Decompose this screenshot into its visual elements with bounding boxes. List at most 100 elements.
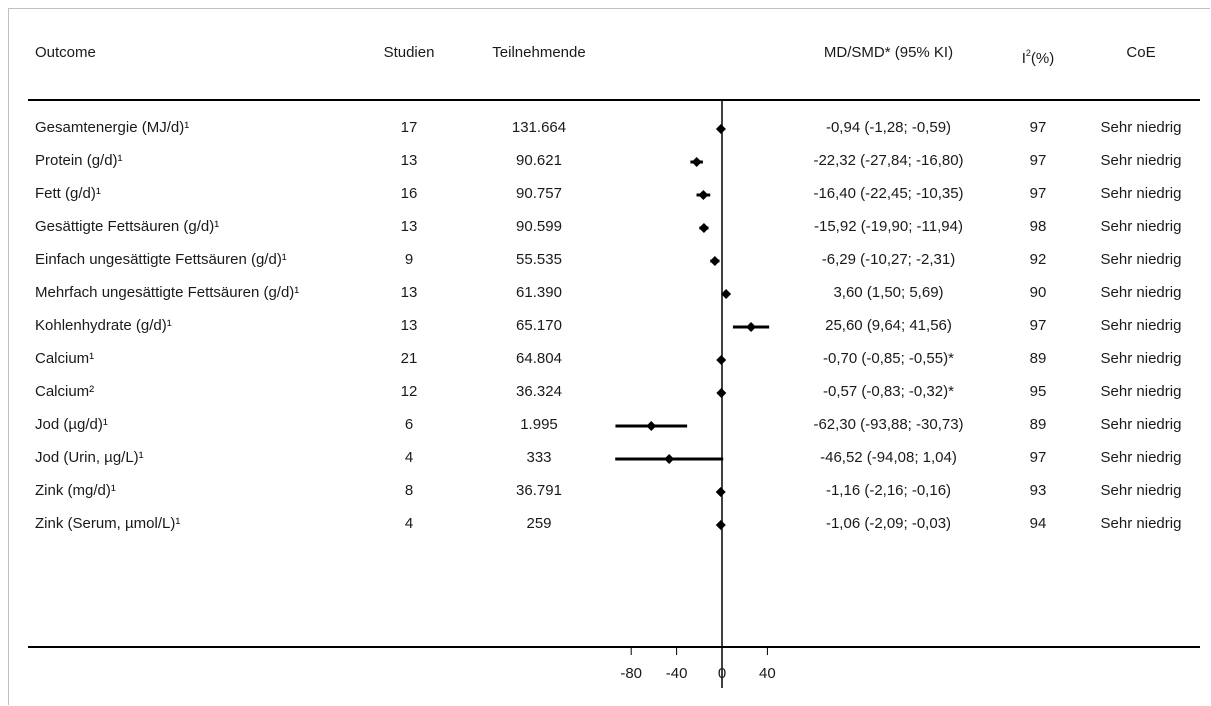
header-estimate: MD/SMD* (95% KI) (823, 44, 954, 61)
row-i2: 90 (1029, 284, 1047, 301)
row-estimate: -16,40 (-22,45; -10,35) (813, 185, 964, 202)
row-coe: Sehr niedrig (1100, 515, 1182, 532)
estimate-marker (646, 421, 657, 431)
row-outcome: Einfach ungesättigte Fettsäuren (g/d)¹ (35, 251, 287, 268)
x-tick-label: -40 (666, 665, 688, 682)
header-i2-main: I (1021, 50, 1026, 67)
row-estimate: -62,30 (-93,88; -30,73) (813, 416, 964, 433)
header-i2: I2(%) (1009, 44, 1067, 68)
row-coe: Sehr niedrig (1100, 284, 1182, 301)
estimate-marker (709, 256, 720, 266)
row-i2: 89 (1029, 416, 1047, 433)
row-participants: 55.535 (516, 251, 562, 268)
estimate-marker (721, 289, 732, 299)
row-i2: 95 (1029, 383, 1047, 400)
row-outcome: Calcium² (35, 383, 95, 400)
estimate-marker (664, 454, 675, 464)
row-estimate: 25,60 (9,64; 41,56) (825, 317, 952, 334)
row-i2: 98 (1029, 218, 1047, 235)
row-outcome: Gesamtenergie (MJ/d)¹ (35, 119, 190, 136)
row-estimate: -22,32 (-27,84; -16,80) (813, 152, 964, 169)
row-coe: Sehr niedrig (1100, 251, 1182, 268)
row-outcome: Gesättigte Fettsäuren (g/d)¹ (35, 218, 220, 235)
row-participants: 90.757 (516, 185, 562, 202)
row-i2: 89 (1029, 350, 1047, 367)
row-estimate: -46,52 (-94,08; 1,04) (820, 449, 957, 466)
header-rule (28, 99, 1200, 101)
x-tick-label: -80 (620, 665, 642, 682)
row-i2: 94 (1029, 515, 1047, 532)
figure-frame (8, 8, 1210, 705)
row-coe: Sehr niedrig (1100, 317, 1182, 334)
estimate-marker (746, 322, 757, 332)
estimate-marker (691, 157, 702, 167)
row-studies: 8 (404, 482, 414, 499)
row-outcome: Jod (Urin, µg/L)¹ (35, 449, 144, 466)
row-outcome: Mehrfach ungesättigte Fettsäuren (g/d)¹ (35, 284, 300, 301)
row-i2: 97 (1029, 152, 1047, 169)
header-i2-sup: 2 (1025, 48, 1031, 58)
row-studies: 6 (404, 416, 414, 433)
row-studies: 12 (400, 383, 418, 400)
row-participants: 259 (526, 515, 552, 532)
footer-rule (28, 646, 1200, 648)
row-coe: Sehr niedrig (1100, 449, 1182, 466)
row-studies: 4 (404, 515, 414, 532)
row-coe: Sehr niedrig (1100, 383, 1182, 400)
row-estimate: -1,06 (-2,09; -0,03) (825, 515, 952, 532)
row-estimate: -6,29 (-10,27; -2,31) (821, 251, 956, 268)
x-tick-label: 40 (759, 665, 776, 682)
row-i2: 97 (1029, 317, 1047, 334)
header-i2-rest: (%) (1030, 50, 1055, 67)
estimate-marker (715, 124, 726, 134)
row-participants: 36.324 (516, 383, 562, 400)
row-coe: Sehr niedrig (1100, 185, 1182, 202)
row-outcome: Calcium¹ (35, 350, 95, 367)
row-outcome: Fett (g/d)¹ (35, 185, 101, 202)
row-participants: 131.664 (511, 119, 567, 136)
header-studies: Studien (383, 44, 435, 61)
row-studies: 17 (400, 119, 418, 136)
row-outcome: Jod (µg/d)¹ (35, 416, 108, 433)
x-tick-label: 0 (718, 665, 726, 682)
row-estimate: -0,94 (-1,28; -0,59) (825, 119, 952, 136)
row-estimate: 3,60 (1,50; 5,69) (833, 284, 944, 301)
row-coe: Sehr niedrig (1100, 218, 1182, 235)
row-i2: 97 (1029, 185, 1047, 202)
row-i2: 92 (1029, 251, 1047, 268)
row-studies: 21 (400, 350, 418, 367)
row-estimate: -1,16 (-2,16; -0,16) (825, 482, 952, 499)
row-outcome: Zink (Serum, µmol/L)¹ (35, 515, 181, 532)
estimate-marker (716, 355, 727, 365)
row-participants: 61.390 (516, 284, 562, 301)
header-coe: CoE (1126, 44, 1156, 61)
row-studies: 4 (404, 449, 414, 466)
row-participants: 65.170 (516, 317, 562, 334)
row-participants: 64.804 (516, 350, 562, 367)
header-outcome: Outcome (35, 44, 96, 61)
row-studies: 13 (400, 317, 418, 334)
row-studies: 13 (400, 152, 418, 169)
row-i2: 93 (1029, 482, 1047, 499)
row-participants: 1.995 (520, 416, 558, 433)
row-estimate: -15,92 (-19,90; -11,94) (814, 218, 963, 235)
row-studies: 13 (400, 284, 418, 301)
row-outcome: Protein (g/d)¹ (35, 152, 123, 169)
row-studies: 9 (404, 251, 414, 268)
row-studies: 16 (400, 185, 418, 202)
estimate-marker (715, 487, 726, 497)
row-participants: 90.599 (516, 218, 562, 235)
row-participants: 90.621 (516, 152, 562, 169)
estimate-marker (716, 388, 727, 398)
estimate-marker (715, 520, 726, 530)
row-i2: 97 (1029, 119, 1047, 136)
estimate-marker (698, 223, 709, 233)
estimate-marker (698, 190, 709, 200)
row-estimate: -0,57 (-0,83; -0,32)* (823, 383, 954, 400)
row-coe: Sehr niedrig (1100, 482, 1182, 499)
row-outcome: Kohlenhydrate (g/d)¹ (35, 317, 172, 334)
row-studies: 13 (400, 218, 418, 235)
row-coe: Sehr niedrig (1100, 152, 1182, 169)
row-i2: 97 (1029, 449, 1047, 466)
